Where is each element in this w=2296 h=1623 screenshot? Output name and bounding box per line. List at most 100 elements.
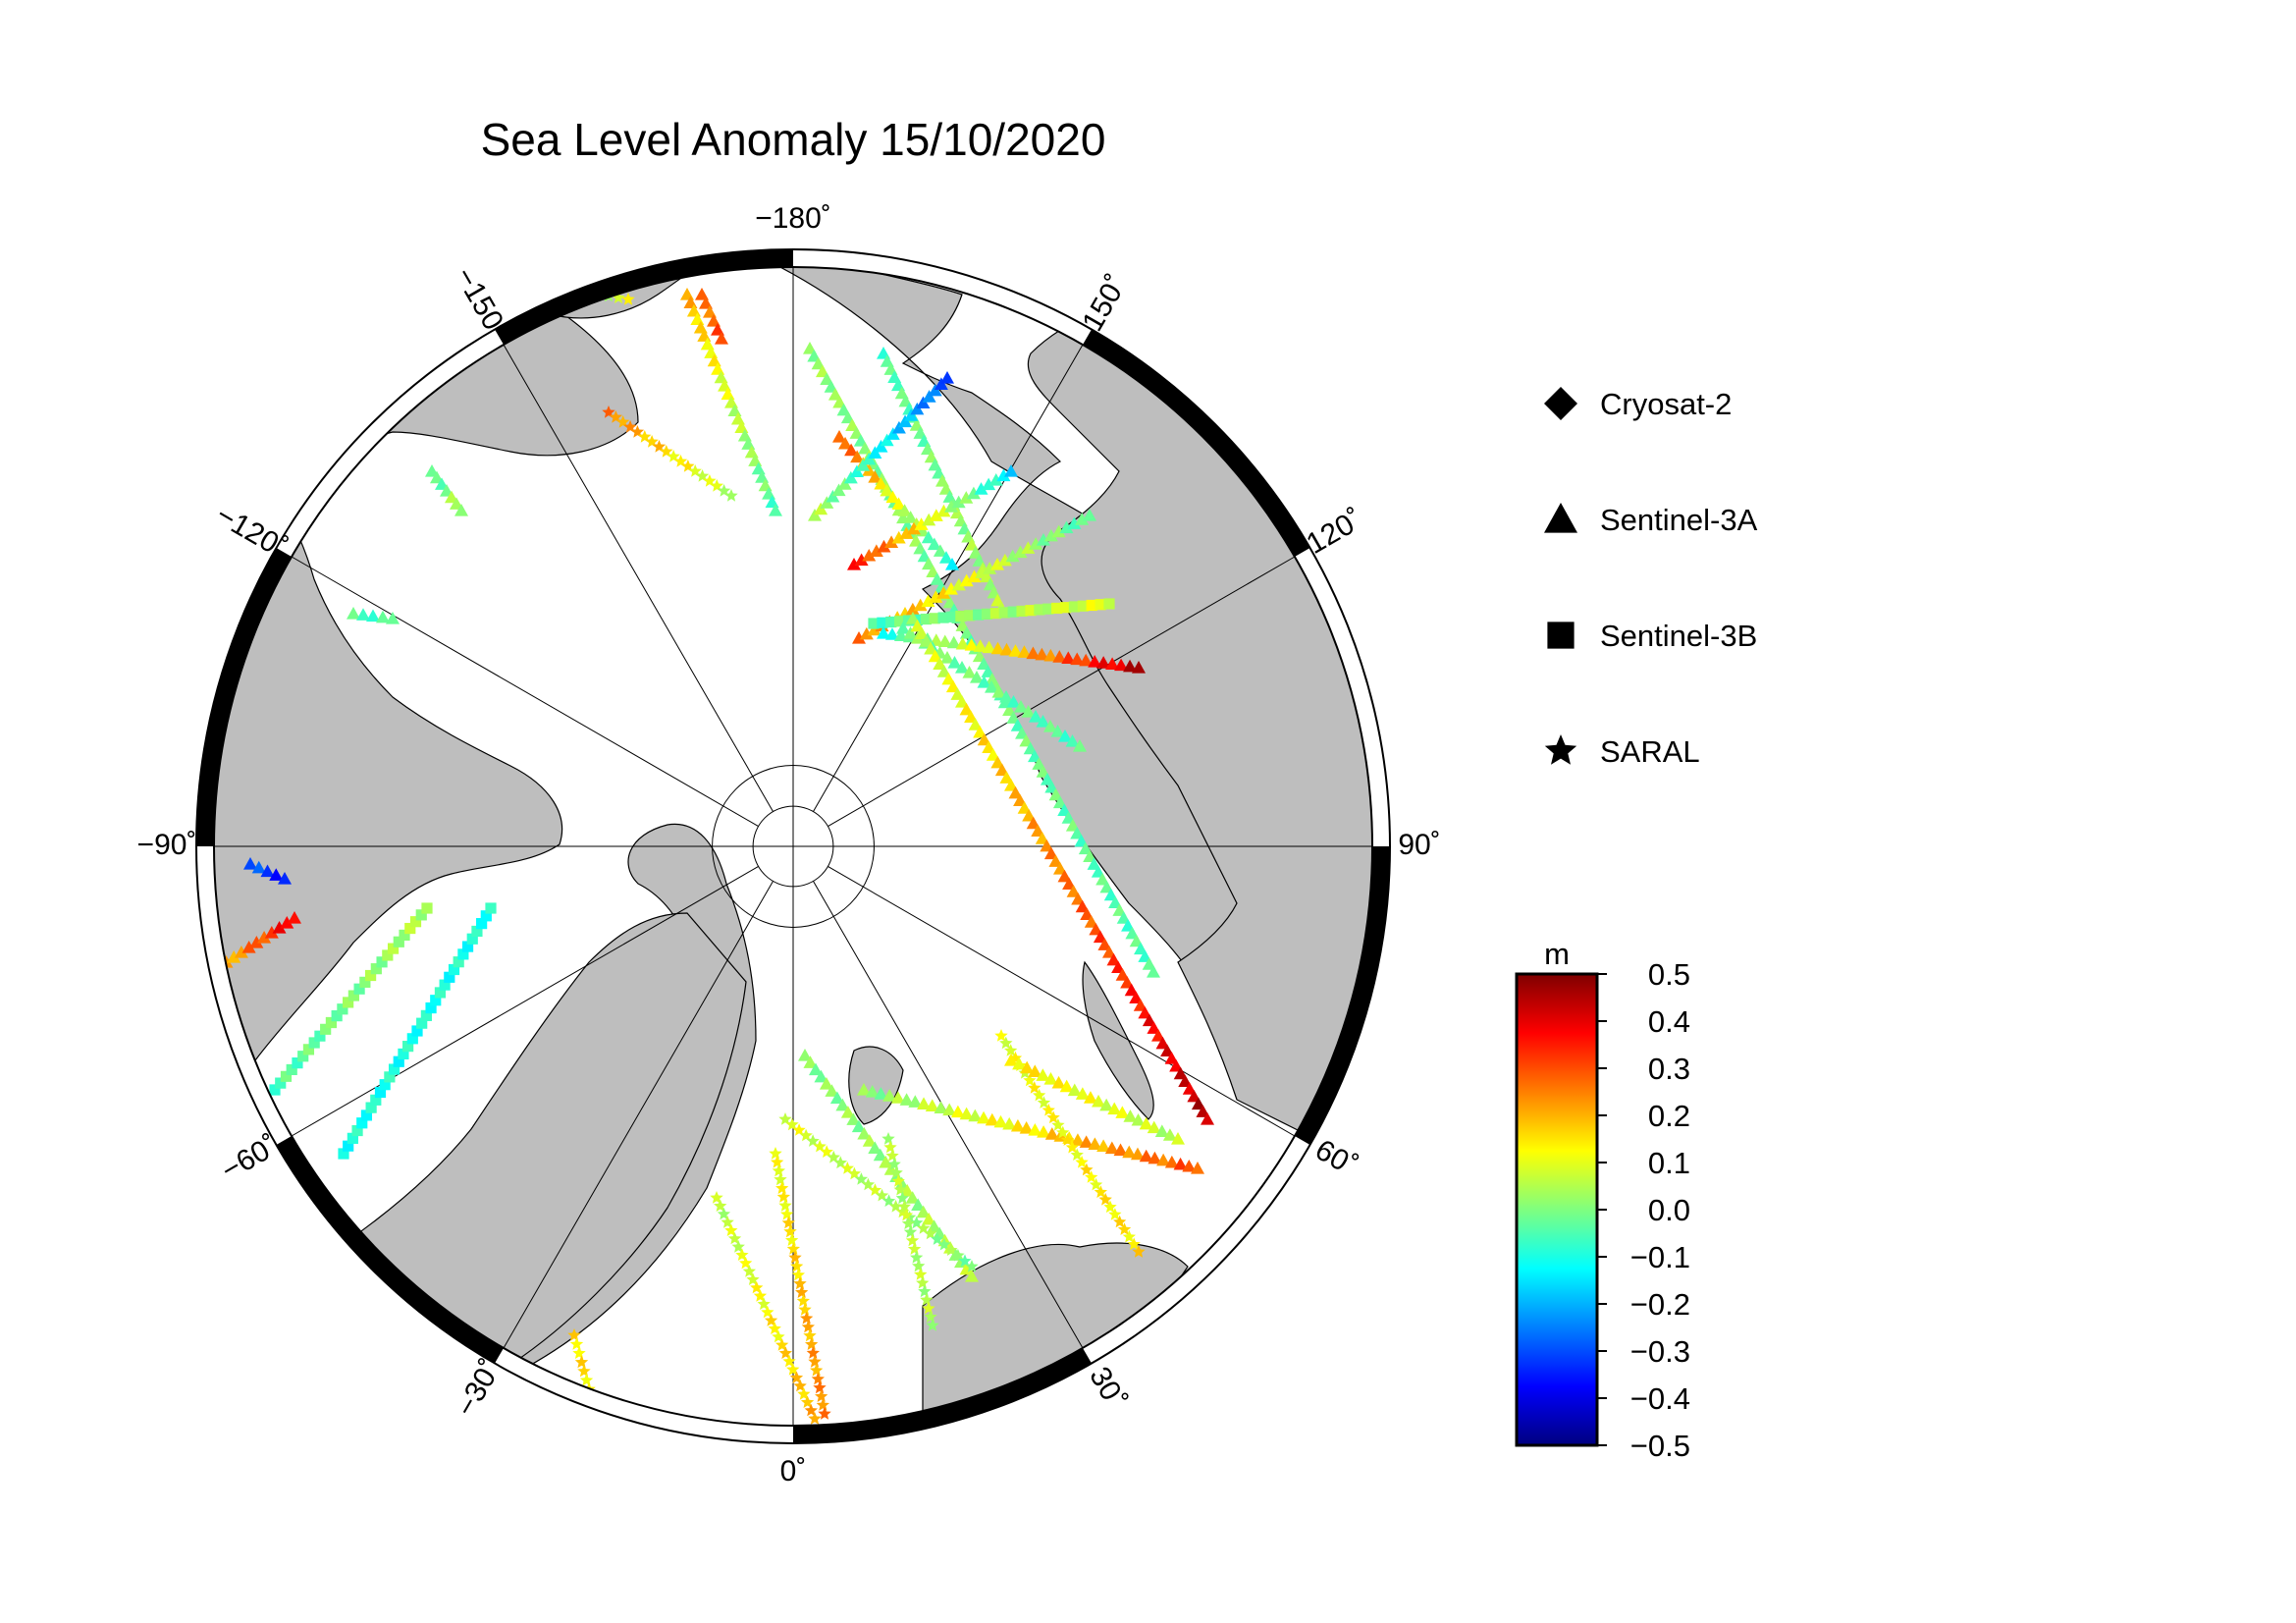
track-marker: [1044, 1127, 1059, 1140]
track-marker: [1040, 839, 1054, 852]
track-marker: [937, 634, 952, 648]
track-marker: [916, 396, 931, 409]
track-marker: [937, 1237, 951, 1251]
track-marker: [997, 553, 1012, 567]
track-marker: [975, 566, 989, 578]
track-marker: [917, 1221, 931, 1234]
track-marker: [805, 1337, 819, 1350]
track-marker: [847, 558, 861, 570]
track-marker: [1151, 1029, 1165, 1042]
track-marker: [1075, 513, 1090, 525]
track-marker: [1051, 524, 1066, 538]
colorbar-tick-label: 0.2: [1648, 1099, 1690, 1133]
track-marker: [1021, 705, 1036, 718]
track-marker: [1080, 907, 1095, 920]
track-marker: [937, 612, 949, 623]
track-marker: [816, 1398, 829, 1411]
track-marker: [897, 504, 912, 516]
track-marker: [906, 521, 921, 535]
track-marker: [1162, 1128, 1177, 1141]
track-marker: [798, 1303, 812, 1316]
track-marker: [891, 530, 906, 544]
track-marker: [1127, 1237, 1141, 1251]
track-marker: [973, 725, 988, 738]
track-marker: [857, 1083, 871, 1096]
frame-segment: [276, 1135, 505, 1364]
track-marker: [989, 608, 1002, 620]
triangle-legend-icon: [1544, 503, 1577, 533]
track-marker: [1083, 509, 1096, 521]
track-marker: [1098, 1192, 1112, 1206]
track-marker: [1066, 885, 1081, 897]
track-marker: [727, 1231, 742, 1245]
track-marker: [959, 573, 974, 587]
track-marker: [924, 1226, 937, 1240]
track-marker: [910, 402, 925, 415]
track-marker: [1037, 533, 1050, 546]
track-marker: [868, 1141, 882, 1154]
track-marker: [819, 1077, 833, 1090]
novaya-zemlya-land: [1082, 960, 1154, 1120]
track-marker: [1067, 516, 1082, 529]
track-marker: [1065, 1140, 1080, 1154]
track-marker: [965, 1260, 979, 1272]
track-marker: [988, 473, 1003, 486]
longitude-label: 120˚: [1301, 503, 1368, 561]
track-marker: [1178, 1074, 1193, 1087]
track-marker: [883, 1140, 897, 1154]
track-marker: [1041, 1103, 1055, 1116]
track-marker: [717, 1207, 731, 1220]
track-marker: [1037, 1125, 1051, 1138]
track-marker: [990, 641, 1005, 655]
track-marker: [874, 1087, 888, 1100]
track-marker: [896, 622, 910, 634]
track-marker: [577, 1364, 591, 1378]
track-marker: [959, 491, 974, 504]
track-marker: [1117, 1222, 1132, 1235]
colorbar-scale: [1515, 972, 1599, 1447]
track-marker: [1043, 846, 1058, 860]
track-marker: [724, 1223, 738, 1236]
frame-segment: [1294, 845, 1390, 1145]
track-marker: [881, 1132, 895, 1145]
track-marker: [837, 477, 852, 490]
track-marker: [1071, 892, 1086, 905]
track-marker: [1147, 1021, 1161, 1034]
track-marker: [947, 656, 962, 669]
track-marker: [931, 1232, 944, 1245]
track-marker: [1017, 645, 1032, 658]
track-marker: [660, 445, 673, 458]
track-marker: [1079, 653, 1094, 667]
track-marker: [791, 1268, 805, 1281]
track-marker: [1056, 1125, 1070, 1139]
track-marker: [1085, 1170, 1098, 1183]
track-marker: [288, 911, 301, 924]
track-marker: [827, 1150, 840, 1163]
track-marker: [983, 562, 997, 574]
track-marker: [771, 1155, 784, 1168]
track-marker: [1043, 648, 1058, 662]
legend-label: SARAL: [1600, 734, 1700, 769]
track-marker: [1075, 899, 1090, 913]
track-marker: [904, 408, 919, 421]
track-marker: [808, 509, 822, 521]
track-marker: [1129, 991, 1144, 1003]
track-marker: [1173, 1157, 1188, 1170]
meridian-line: [813, 344, 1084, 812]
track-marker: [778, 1199, 792, 1212]
track-marker: [851, 1119, 866, 1133]
track-marker: [879, 1155, 893, 1168]
track-marker: [1029, 537, 1043, 550]
track-marker: [803, 1328, 817, 1342]
track-marker: [908, 1095, 923, 1108]
track-marker: [810, 1363, 824, 1377]
track-marker: [955, 661, 969, 674]
track-marker: [790, 1259, 804, 1272]
track-marker: [280, 916, 294, 929]
track-marker: [929, 509, 943, 521]
track-marker: [1059, 1079, 1074, 1093]
track-marker: [890, 1091, 905, 1104]
track-marker: [861, 1177, 876, 1191]
track-marker: [921, 530, 935, 544]
track-marker: [775, 1181, 789, 1194]
